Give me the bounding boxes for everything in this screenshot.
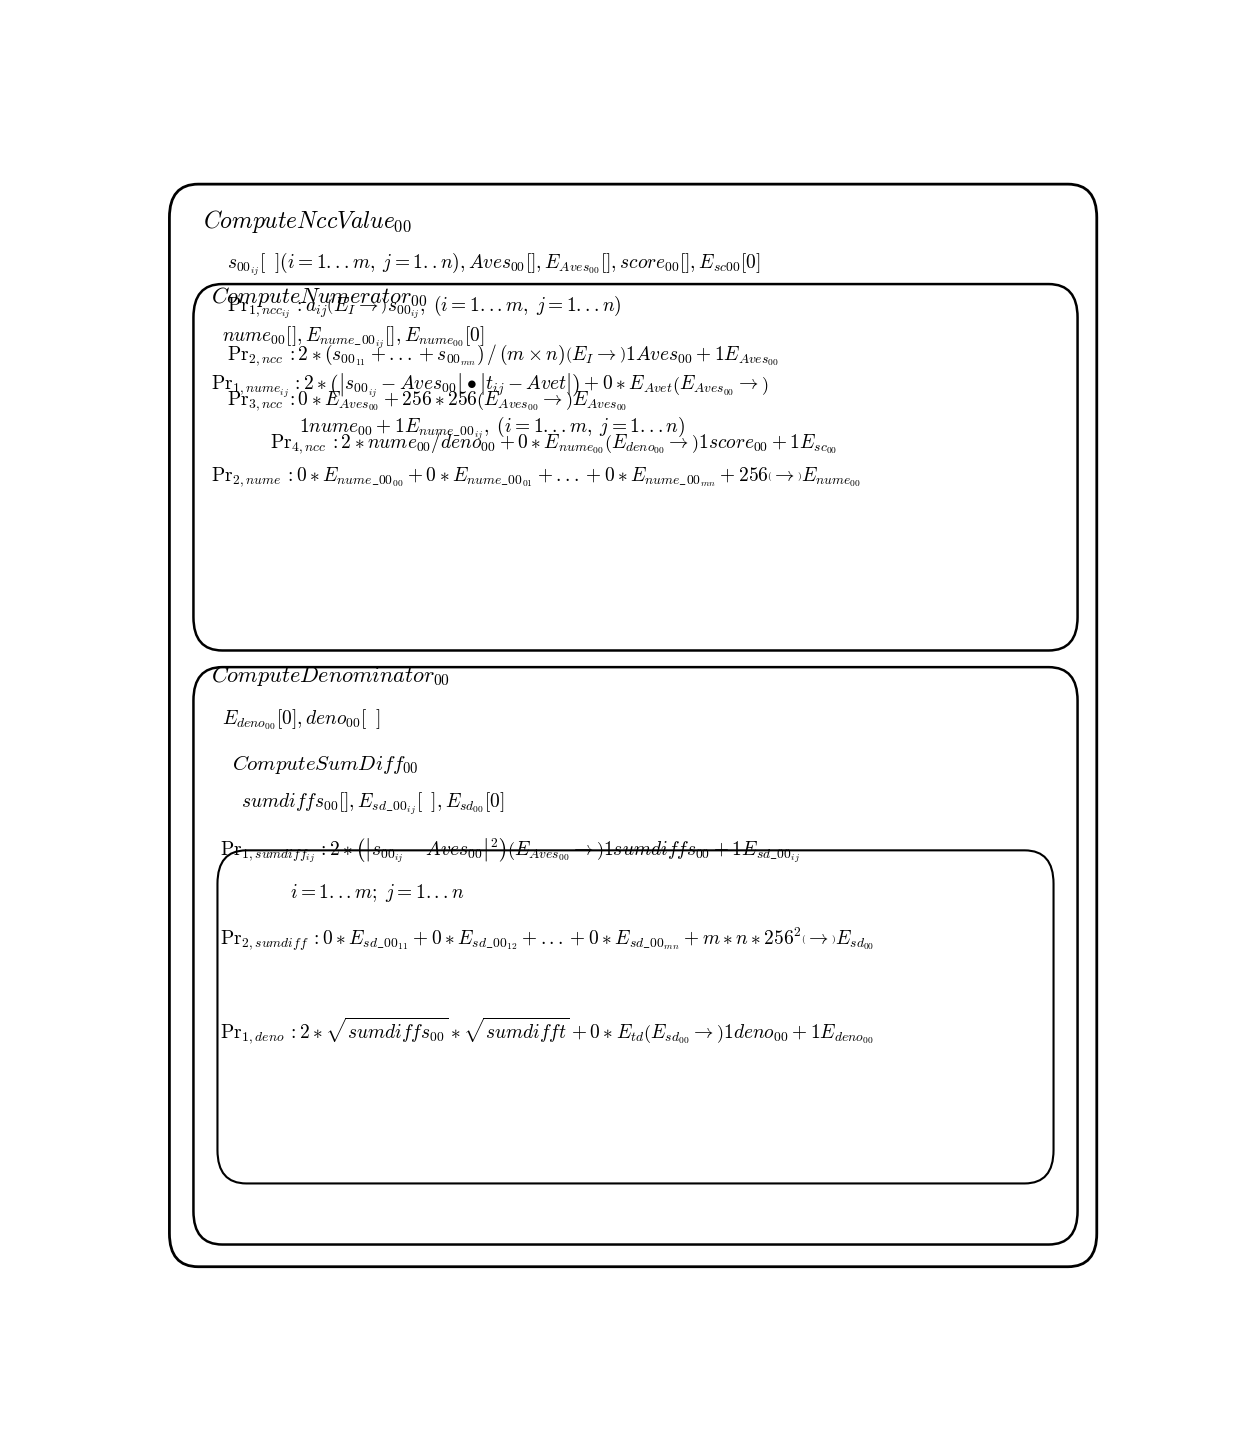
Text: $i=1...m;\;j=1...n$: $i=1...m;\;j=1...n$	[290, 881, 464, 904]
Text: $E_{\mathit{deno}_{00}}[0],\mathit{deno}_{00}[\;\;]$: $E_{\mathit{deno}_{00}}[0],\mathit{deno}…	[222, 707, 381, 731]
Text: $\Pr_{4,ncc}:2*\mathit{nume}_{00}/\mathit{deno}_{00}+0*E_{\mathit{nume}_{00}}\le: $\Pr_{4,ncc}:2*\mathit{nume}_{00}/\mathi…	[270, 430, 838, 456]
Text: $\Pr_{1,ncc_{ij}}:a_{ij}\left(E_{I}\rightarrow\right)s_{00_{ij}},\;(i=1...m,\;j=: $\Pr_{1,ncc_{ij}}:a_{ij}\left(E_{I}\righ…	[227, 294, 621, 322]
Text: $1\mathit{nume}_{00}+1E_{\mathit{nume\_00}_{ij}},\;(i=1...m,\;j=1...n)$: $1\mathit{nume}_{00}+1E_{\mathit{nume\_0…	[299, 415, 686, 443]
Text: $\Pr_{2,\mathit{nume}}:0*E_{\mathit{nume\_00}_{00}}+0*E_{\mathit{nume\_00}_{01}}: $\Pr_{2,\mathit{nume}}:0*E_{\mathit{nume…	[211, 466, 861, 489]
Text: $\mathit{ComputeNumerator}_{00}$: $\mathit{ComputeNumerator}_{00}$	[211, 286, 427, 310]
FancyBboxPatch shape	[217, 851, 1054, 1184]
Text: $\mathit{ComputeSumDiff}_{00}$: $\mathit{ComputeSumDiff}_{00}$	[232, 753, 419, 776]
Text: $\Pr_{3,ncc}:0*E_{\mathit{Aves}_{00}}+256*256\left(E_{\mathit{Aves}_{00}}\righta: $\Pr_{3,ncc}:0*E_{\mathit{Aves}_{00}}+25…	[227, 389, 627, 412]
FancyBboxPatch shape	[193, 284, 1078, 650]
Text: $s_{00_{ij}}[\;\;](i=1...m,\;j=1..n),\mathit{Aves}_{00}[],E_{\mathit{Aves}_{00}}: $s_{00_{ij}}[\;\;](i=1...m,\;j=1..n),\ma…	[227, 251, 760, 278]
Text: $\mathit{ComputeDenominator}_{00}$: $\mathit{ComputeDenominator}_{00}$	[211, 663, 450, 688]
Text: $\Pr_{2,\mathit{sumdiff}}:0*E_{sd\_00_{11}}+0*E_{sd\_00_{12}}+...+0*E_{sd\_00_{m: $\Pr_{2,\mathit{sumdiff}}:0*E_{sd\_00_{1…	[221, 926, 874, 953]
Text: $\mathit{sumdiffs}_{00}[],E_{sd\_00_{ij}}[\;\;],E_{sd_{00}}[0]$: $\mathit{sumdiffs}_{00}[],E_{sd\_00_{ij}…	[242, 790, 505, 818]
Text: $\Pr_{1,\mathit{deno}}:2*\sqrt{\mathit{sumdiffs}_{00}}*\sqrt{\mathit{sumdifft}}+: $\Pr_{1,\mathit{deno}}:2*\sqrt{\mathit{s…	[221, 1015, 874, 1045]
Text: $\mathit{nume}_{00}[],E_{\mathit{nume\_00}_{ij}}[],E_{\mathit{nume}_{00}}[0]$: $\mathit{nume}_{00}[],E_{\mathit{nume\_0…	[222, 324, 485, 350]
Text: $\Pr_{2,ncc}:2*(s_{00_{11}}+...+s_{00_{mn}})\,/\,(m\times n)\left(E_{I}\rightarr: $\Pr_{2,ncc}:2*(s_{00_{11}}+...+s_{00_{m…	[227, 342, 779, 368]
FancyBboxPatch shape	[170, 185, 1096, 1266]
Text: $\mathit{ComputeNccValue}_{00}$: $\mathit{ComputeNccValue}_{00}$	[203, 209, 412, 235]
Text: $\Pr_{1,\mathit{nume}_{ij}}:2*\left(\left|s_{00_{ij}}-\mathit{Aves}_{00}\right|\: $\Pr_{1,\mathit{nume}_{ij}}:2*\left(\lef…	[211, 372, 768, 401]
FancyBboxPatch shape	[193, 668, 1078, 1244]
Text: $\Pr_{1,\mathit{sumdiff}_{ij}}:2*\left(\left|s_{00_{ij}}-\mathit{Aves}_{00}\righ: $\Pr_{1,\mathit{sumdiff}_{ij}}:2*\left(\…	[221, 836, 800, 865]
